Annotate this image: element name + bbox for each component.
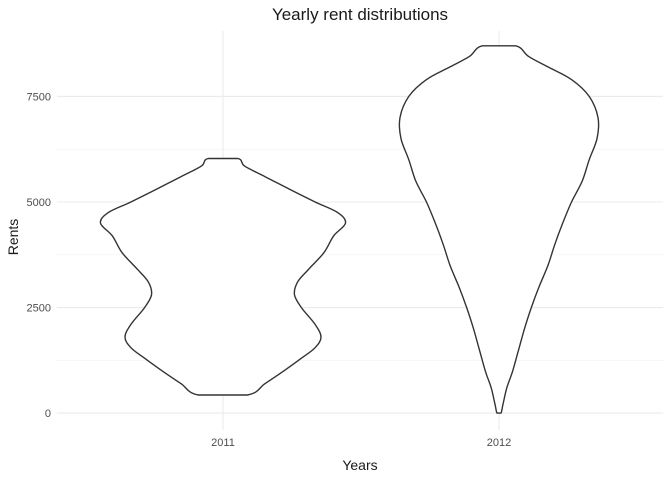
violins xyxy=(99,45,600,414)
y-tick-label: 0 xyxy=(45,408,51,420)
violin-2012 xyxy=(398,45,600,414)
y-axis-title: Rents xyxy=(5,219,21,256)
y-axis-ticks: 0 2500 5000 7500 xyxy=(27,91,51,420)
y-tick-label: 7500 xyxy=(27,91,51,103)
chart-title: Yearly rent distributions xyxy=(272,5,448,24)
x-axis-ticks: 2011 2012 xyxy=(211,437,511,449)
violin-2011 xyxy=(99,157,347,396)
y-tick-label: 2500 xyxy=(27,303,51,315)
x-axis-title: Years xyxy=(342,457,377,473)
y-tick-label: 5000 xyxy=(27,197,51,209)
x-tick-label: 2012 xyxy=(487,437,511,449)
x-tick-label: 2011 xyxy=(211,437,235,449)
